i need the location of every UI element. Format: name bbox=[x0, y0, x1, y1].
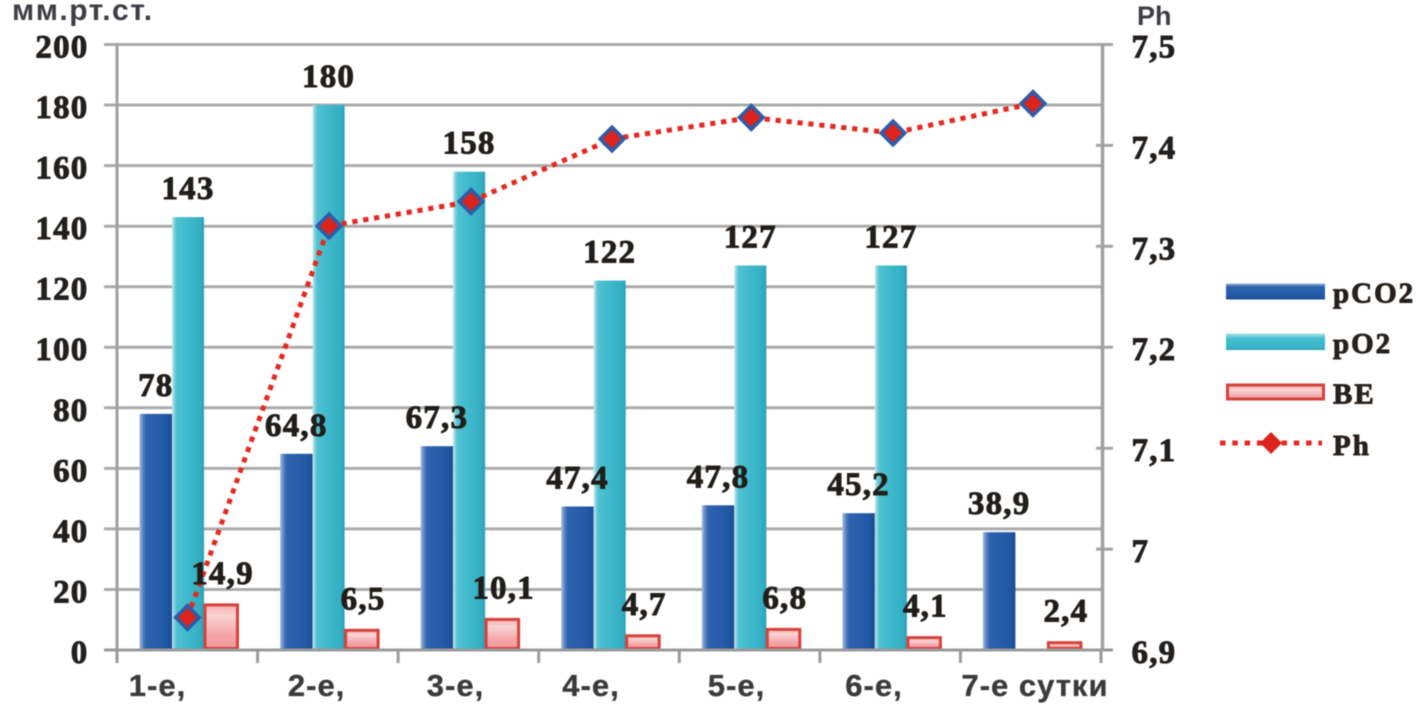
svg-text:0: 0 bbox=[71, 635, 89, 671]
svg-text:5-е,: 5-е, bbox=[708, 668, 765, 703]
svg-text:4,1: 4,1 bbox=[903, 589, 948, 625]
svg-text:3-е,: 3-е, bbox=[427, 668, 484, 703]
svg-text:122: 122 bbox=[583, 235, 636, 271]
svg-text:1-е,: 1-е, bbox=[129, 668, 186, 703]
svg-text:6,5: 6,5 bbox=[341, 581, 386, 617]
svg-text:14,9: 14,9 bbox=[191, 556, 254, 592]
svg-text:мм.рт.ст.: мм.рт.ст. bbox=[12, 0, 154, 27]
svg-text:Ph: Ph bbox=[1333, 430, 1371, 462]
svg-text:127: 127 bbox=[724, 220, 777, 256]
svg-text:143: 143 bbox=[161, 171, 214, 207]
svg-text:7,2: 7,2 bbox=[1132, 332, 1177, 368]
svg-text:20: 20 bbox=[53, 575, 88, 611]
svg-text:7: 7 bbox=[1132, 534, 1150, 570]
svg-text:180: 180 bbox=[302, 59, 355, 95]
svg-text:120: 120 bbox=[35, 272, 88, 308]
svg-text:80: 80 bbox=[53, 393, 88, 429]
svg-text:6,9: 6,9 bbox=[1132, 635, 1177, 671]
svg-text:7,1: 7,1 bbox=[1132, 433, 1177, 469]
svg-text:pO2: pO2 bbox=[1333, 328, 1392, 360]
svg-text:64,8: 64,8 bbox=[265, 408, 328, 444]
svg-text:60: 60 bbox=[53, 453, 88, 489]
svg-text:38,9: 38,9 bbox=[968, 486, 1031, 522]
svg-text:78: 78 bbox=[138, 368, 173, 404]
svg-text:2,4: 2,4 bbox=[1043, 594, 1088, 630]
svg-text:7,5: 7,5 bbox=[1132, 30, 1177, 66]
svg-text:pCO2: pCO2 bbox=[1333, 278, 1415, 310]
svg-text:158: 158 bbox=[443, 126, 496, 162]
svg-text:7,3: 7,3 bbox=[1132, 231, 1177, 267]
svg-text:47,8: 47,8 bbox=[687, 459, 750, 495]
svg-text:Ph: Ph bbox=[1137, 1, 1172, 31]
svg-text:45,2: 45,2 bbox=[827, 467, 890, 503]
svg-text:140: 140 bbox=[35, 211, 88, 247]
svg-text:40: 40 bbox=[53, 514, 88, 550]
svg-text:100: 100 bbox=[35, 332, 88, 368]
svg-text:180: 180 bbox=[35, 90, 88, 126]
svg-text:127: 127 bbox=[864, 220, 917, 256]
svg-text:7,4: 7,4 bbox=[1132, 130, 1177, 166]
svg-text:47,4: 47,4 bbox=[546, 461, 609, 497]
svg-text:67,3: 67,3 bbox=[406, 400, 469, 436]
svg-text:200: 200 bbox=[35, 30, 88, 66]
svg-text:BE: BE bbox=[1333, 379, 1376, 411]
svg-text:2-е,: 2-е, bbox=[288, 668, 345, 703]
svg-text:7-е сутки: 7-е сутки bbox=[961, 668, 1108, 703]
svg-text:10,1: 10,1 bbox=[472, 570, 535, 606]
svg-text:6-е,: 6-е, bbox=[845, 668, 902, 703]
svg-text:160: 160 bbox=[35, 151, 88, 187]
svg-text:6,8: 6,8 bbox=[762, 580, 807, 616]
svg-text:4,7: 4,7 bbox=[622, 587, 667, 623]
svg-text:4-е,: 4-е, bbox=[562, 668, 619, 703]
